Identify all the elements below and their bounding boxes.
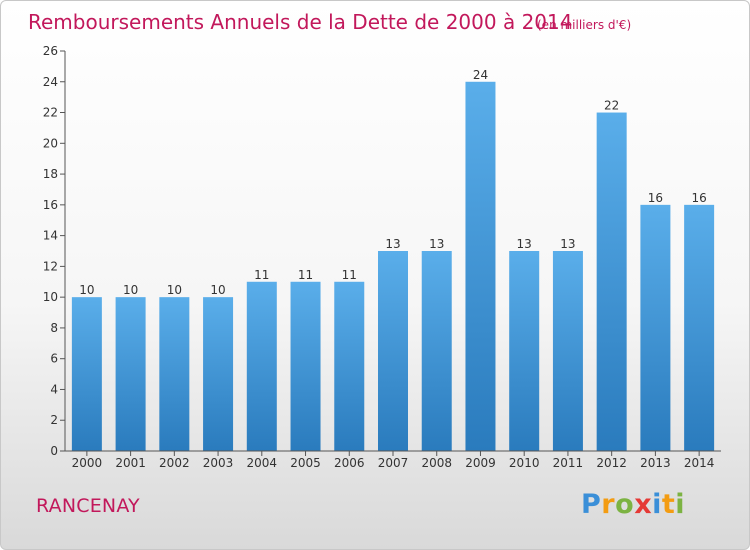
x-tick-label: 2012 xyxy=(596,456,627,470)
bar xyxy=(203,297,234,451)
y-tick-label: 12 xyxy=(43,259,58,273)
brand-letter: P xyxy=(581,489,602,520)
data-label: 11 xyxy=(342,268,357,282)
y-tick-label: 0 xyxy=(50,444,58,458)
y-tick-label: 2 xyxy=(50,413,58,427)
data-label: 13 xyxy=(429,237,444,251)
x-tick-label: 2000 xyxy=(72,456,103,470)
brand-letter: i xyxy=(652,489,662,520)
data-label: 13 xyxy=(385,237,400,251)
bar xyxy=(509,251,540,451)
bar xyxy=(71,297,102,451)
bar xyxy=(159,297,190,451)
data-label: 13 xyxy=(517,237,532,251)
y-tick-label: 10 xyxy=(43,290,58,304)
x-tick-label: 2003 xyxy=(203,456,234,470)
x-tick-label: 2013 xyxy=(640,456,671,470)
bar xyxy=(334,281,365,451)
bar xyxy=(640,204,671,451)
data-label: 10 xyxy=(210,283,225,297)
data-label: 10 xyxy=(123,283,138,297)
chart-subtitle: (en milliers d'€) xyxy=(537,18,631,32)
x-tick-label: 2011 xyxy=(553,456,584,470)
brand-letter: x xyxy=(634,489,653,520)
data-label: 16 xyxy=(691,191,706,205)
x-tick-label: 2007 xyxy=(378,456,409,470)
data-label: 10 xyxy=(167,283,182,297)
y-tick-label: 16 xyxy=(43,198,58,212)
y-tick-label: 14 xyxy=(43,229,58,243)
x-tick-label: 2004 xyxy=(247,456,278,470)
bar xyxy=(596,112,627,452)
bar xyxy=(465,81,496,452)
chart-title: Remboursements Annuels de la Dette de 20… xyxy=(28,10,572,34)
data-label: 10 xyxy=(79,283,94,297)
brand-logo: Proxiti xyxy=(581,489,685,520)
bar xyxy=(378,251,408,451)
y-tick-label: 6 xyxy=(50,352,58,366)
data-label: 22 xyxy=(604,99,619,113)
y-tick-label: 24 xyxy=(43,75,58,89)
bar xyxy=(246,281,277,451)
data-label: 13 xyxy=(560,237,575,251)
y-tick-label: 4 xyxy=(50,382,58,396)
data-label: 24 xyxy=(473,68,488,82)
y-tick-label: 22 xyxy=(43,106,58,120)
brand-letter: o xyxy=(615,489,635,520)
x-tick-label: 2005 xyxy=(290,456,321,470)
brand-letter: r xyxy=(601,489,616,520)
data-label: 11 xyxy=(298,268,313,282)
brand-letter: t xyxy=(661,489,676,520)
x-tick-label: 2009 xyxy=(465,456,496,470)
data-label: 16 xyxy=(648,191,663,205)
bars-group: 10 10 10 10 11 11 11 13 13 24 13 13 22 16 16 xyxy=(71,68,715,452)
x-axis: 2000 2001 2002 2003 2004 2005 2006 2007 2008 2009… xyxy=(65,450,721,470)
bar xyxy=(290,281,321,451)
bar xyxy=(552,251,583,451)
x-tick-label: 2008 xyxy=(421,456,452,470)
bar xyxy=(684,204,715,451)
brand-letter: i xyxy=(675,489,686,520)
location-label: RANCENAY xyxy=(36,495,140,517)
x-tick-label: 2014 xyxy=(684,456,715,470)
y-tick-label: 26 xyxy=(43,44,58,58)
y-tick-label: 8 xyxy=(50,321,58,335)
x-tick-label: 2002 xyxy=(159,456,190,470)
y-tick-label: 18 xyxy=(43,167,58,181)
x-tick-label: 2010 xyxy=(509,456,540,470)
bar xyxy=(421,251,452,451)
x-tick-label: 2001 xyxy=(115,456,146,470)
bar xyxy=(115,297,146,451)
y-tick-label: 20 xyxy=(43,136,58,150)
x-tick-label: 2006 xyxy=(334,456,365,470)
data-label: 11 xyxy=(254,268,269,282)
